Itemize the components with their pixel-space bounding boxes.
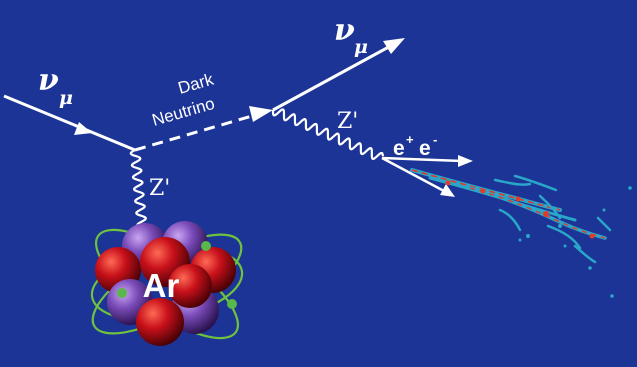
incoming-neutrino-line (3, 94, 136, 152)
label-nu-out-sub: μ (354, 36, 368, 58)
dark-neutrino-line (134, 114, 253, 152)
particle-shower-icon (410, 168, 632, 298)
outgoing-neutrino-arrow (383, 38, 405, 54)
label-zprime-upper: Z' (337, 109, 358, 134)
label-zprime-lower: Z' (149, 176, 170, 201)
incoming-neutrino-arrow (74, 122, 92, 135)
label-sup2: - (433, 132, 437, 147)
electron-arrow-upper (458, 155, 473, 167)
label-nucleus: Ar (143, 267, 180, 304)
electron-line-lower (381, 156, 445, 193)
dark-neutrino-arrow (249, 106, 273, 122)
electron-arrow-lower (440, 184, 455, 197)
outgoing-neutrino-line (272, 41, 397, 112)
label-nu-out: ν (334, 13, 355, 48)
electron-line-upper (381, 156, 463, 163)
zprime-lower-wavy-line (129, 149, 147, 228)
argon-nucleus-icon (90, 221, 244, 346)
label-nu-in: ν (38, 63, 59, 98)
label-e2: e (419, 137, 431, 160)
label-nu-in-sub: μ (59, 87, 73, 109)
zprime-upper-wavy-line (271, 108, 384, 161)
label-e1: e (393, 137, 405, 160)
label-sup1: + (406, 132, 414, 147)
